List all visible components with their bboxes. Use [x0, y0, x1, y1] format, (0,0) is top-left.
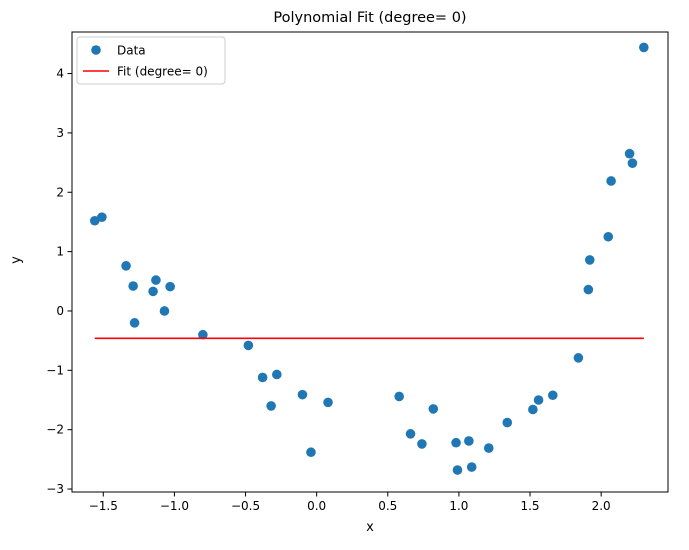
y-axis: −3 −2 −1 0 1 2 3 4 [46, 67, 72, 496]
data-point [121, 261, 131, 271]
data-point [148, 286, 158, 297]
x-tick-label: −1.0 [160, 499, 189, 513]
data-point [533, 395, 544, 405]
legend: Data Fit (degree= 0) [76, 36, 226, 85]
data-point [627, 158, 638, 168]
data-point [128, 281, 138, 291]
data-point [483, 443, 494, 453]
x-axis-label: x [366, 520, 374, 535]
y-tick-label: 3 [56, 126, 64, 140]
data-point [394, 391, 404, 402]
data-point [452, 465, 463, 475]
x-tick-label: −0.5 [231, 499, 260, 513]
data-point [129, 318, 140, 328]
data-point [417, 439, 427, 449]
data-point [323, 397, 333, 408]
x-axis: −1.5 −1.0 −0.5 0.0 0.5 1.0 1.5 2.0 [89, 492, 611, 513]
x-tick-label: −1.5 [89, 499, 118, 513]
y-tick-label: 0 [56, 304, 64, 318]
data-point [502, 417, 513, 428]
legend-label: Fit (degree= 0) [117, 65, 208, 79]
data-point [159, 306, 170, 316]
y-axis-label: y [9, 256, 24, 264]
data-point [583, 284, 594, 295]
data-point [606, 176, 616, 186]
y-tick-label: −2 [46, 423, 64, 437]
data-point [165, 281, 175, 292]
plot-frame [71, 31, 669, 493]
x-tick-label: 2.0 [592, 499, 611, 513]
data-point [639, 42, 649, 53]
data-point [266, 401, 276, 411]
data-point [257, 372, 268, 383]
data-point [464, 436, 474, 446]
data-point [584, 255, 595, 265]
legend-marker-data [91, 45, 101, 55]
chart-title: Polynomial Fit (degree= 0) [273, 10, 466, 26]
data-point [89, 215, 100, 226]
y-tick-label: 1 [56, 245, 64, 259]
data-point [97, 212, 107, 222]
data-point [151, 275, 161, 285]
x-tick-label: 1.0 [449, 499, 468, 513]
y-tick-label: −3 [46, 482, 64, 496]
data-point [528, 404, 538, 415]
legend-label: Data [117, 44, 146, 58]
y-tick-label: −1 [46, 363, 64, 377]
data-point [466, 462, 477, 472]
data-point [428, 404, 439, 414]
plot-content [89, 42, 649, 475]
data-point [405, 429, 416, 439]
data-point [624, 148, 635, 159]
y-tick-label: 4 [56, 67, 64, 81]
data-point [243, 340, 254, 351]
data-point [451, 437, 461, 448]
x-tick-label: 1.5 [520, 499, 539, 513]
x-tick-label: 0.0 [307, 499, 326, 513]
data-point [603, 231, 614, 242]
data-point [306, 447, 316, 458]
data-point [547, 390, 558, 401]
data-point [198, 329, 208, 340]
legend-box [76, 36, 226, 85]
x-tick-label: 0.5 [378, 499, 397, 513]
data-point [573, 353, 584, 363]
data-point [272, 369, 282, 380]
data-point [297, 389, 308, 400]
y-tick-label: 2 [56, 185, 64, 199]
